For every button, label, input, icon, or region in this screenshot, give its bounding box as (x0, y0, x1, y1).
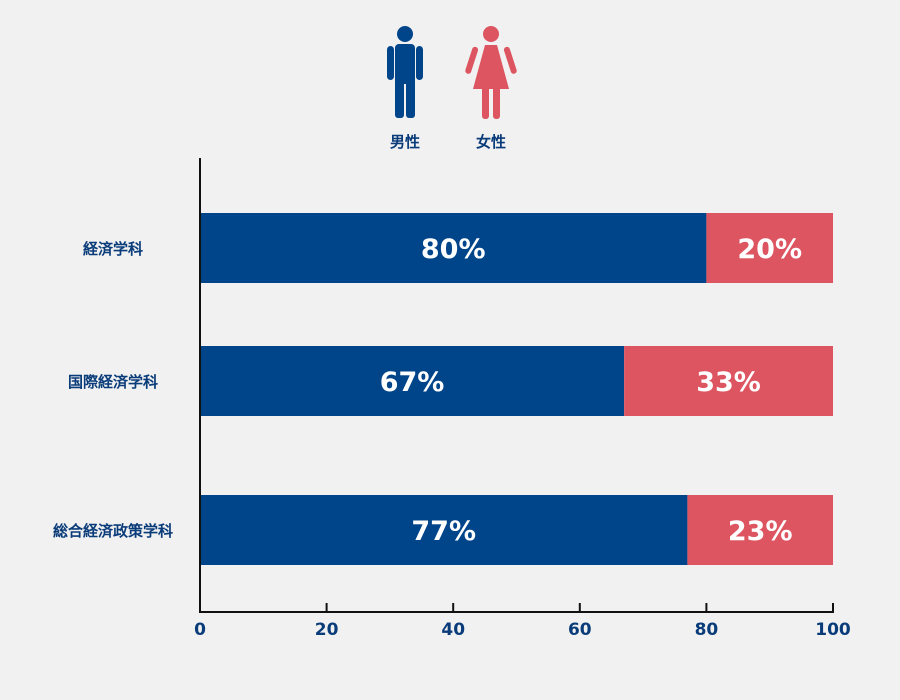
bar-label-female-2: 23% (728, 516, 793, 547)
female-person-icon (465, 26, 517, 119)
bar-female-1 (624, 346, 833, 416)
bar-label-male-0: 80% (421, 234, 486, 265)
category-label-2: 総合経済政策学科 (53, 522, 173, 540)
bar-female-2 (687, 495, 833, 565)
bar-male-1 (200, 346, 625, 416)
plot-area: 80% 20% 経済学科 67% 33% 国際経済学科 77% 23% 総合経済政策学科 0 20 4… (53, 158, 851, 640)
legend-label-female: 女性 (476, 133, 506, 151)
x-tick-label-1: 20 (315, 620, 339, 640)
x-tick-label-5: 100 (815, 620, 851, 640)
male-person-icon (387, 26, 423, 118)
category-label-1: 国際経済学科 (68, 373, 158, 391)
bar-label-male-1: 67% (380, 367, 445, 398)
bar-label-female-0: 20% (737, 234, 802, 265)
bar-male-0 (200, 213, 707, 283)
x-tick-label-3: 60 (568, 620, 592, 640)
bar-label-male-2: 77% (411, 516, 476, 547)
bar-male-2 (200, 495, 688, 565)
x-tick-label-0: 0 (194, 620, 206, 640)
legend: 男性 女性 (387, 26, 517, 151)
x-tick-label-4: 80 (695, 620, 719, 640)
bar-label-female-1: 33% (696, 367, 761, 398)
bar-female-0 (706, 213, 833, 283)
category-label-0: 経済学科 (83, 240, 143, 258)
legend-label-male: 男性 (390, 133, 420, 151)
x-tick-label-2: 40 (441, 620, 465, 640)
